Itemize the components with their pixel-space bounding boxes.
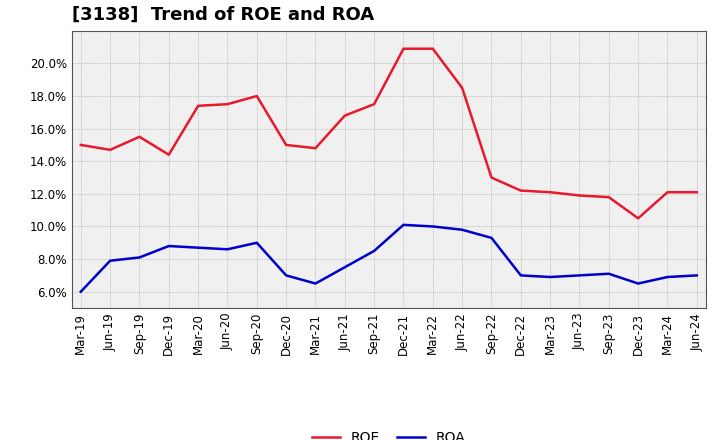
ROE — [487, 175, 496, 180]
ROE — [546, 190, 554, 195]
ROA — [223, 247, 232, 252]
ROE — [76, 142, 85, 147]
ROE — [135, 134, 144, 139]
ROA — [458, 227, 467, 232]
ROA — [253, 240, 261, 246]
ROE — [194, 103, 202, 108]
ROA — [428, 224, 437, 229]
Line: ROA: ROA — [81, 225, 697, 292]
ROA — [311, 281, 320, 286]
ROE — [458, 85, 467, 91]
Legend: ROE, ROA: ROE, ROA — [312, 431, 466, 440]
ROA — [605, 271, 613, 276]
ROE — [634, 216, 642, 221]
ROA — [370, 248, 379, 253]
ROA — [487, 235, 496, 241]
ROA — [634, 281, 642, 286]
ROA — [399, 222, 408, 227]
ROE — [106, 147, 114, 153]
ROA — [575, 273, 584, 278]
ROE — [516, 188, 525, 193]
ROE — [605, 194, 613, 200]
ROE — [282, 142, 290, 147]
ROA — [76, 289, 85, 294]
ROA — [516, 273, 525, 278]
ROA — [282, 273, 290, 278]
ROE — [223, 102, 232, 107]
ROE — [693, 190, 701, 195]
ROE — [164, 152, 173, 158]
ROA — [341, 264, 349, 270]
Line: ROE: ROE — [81, 49, 697, 218]
ROA — [106, 258, 114, 264]
ROA — [194, 245, 202, 250]
ROE — [663, 190, 672, 195]
ROE — [370, 102, 379, 107]
ROE — [575, 193, 584, 198]
ROE — [399, 46, 408, 51]
ROA — [135, 255, 144, 260]
ROE — [311, 146, 320, 151]
ROA — [693, 273, 701, 278]
ROE — [341, 113, 349, 118]
ROE — [428, 46, 437, 51]
Text: [3138]  Trend of ROE and ROA: [3138] Trend of ROE and ROA — [72, 6, 374, 24]
ROE — [253, 93, 261, 99]
ROA — [546, 275, 554, 280]
ROA — [663, 275, 672, 280]
ROA — [164, 243, 173, 249]
